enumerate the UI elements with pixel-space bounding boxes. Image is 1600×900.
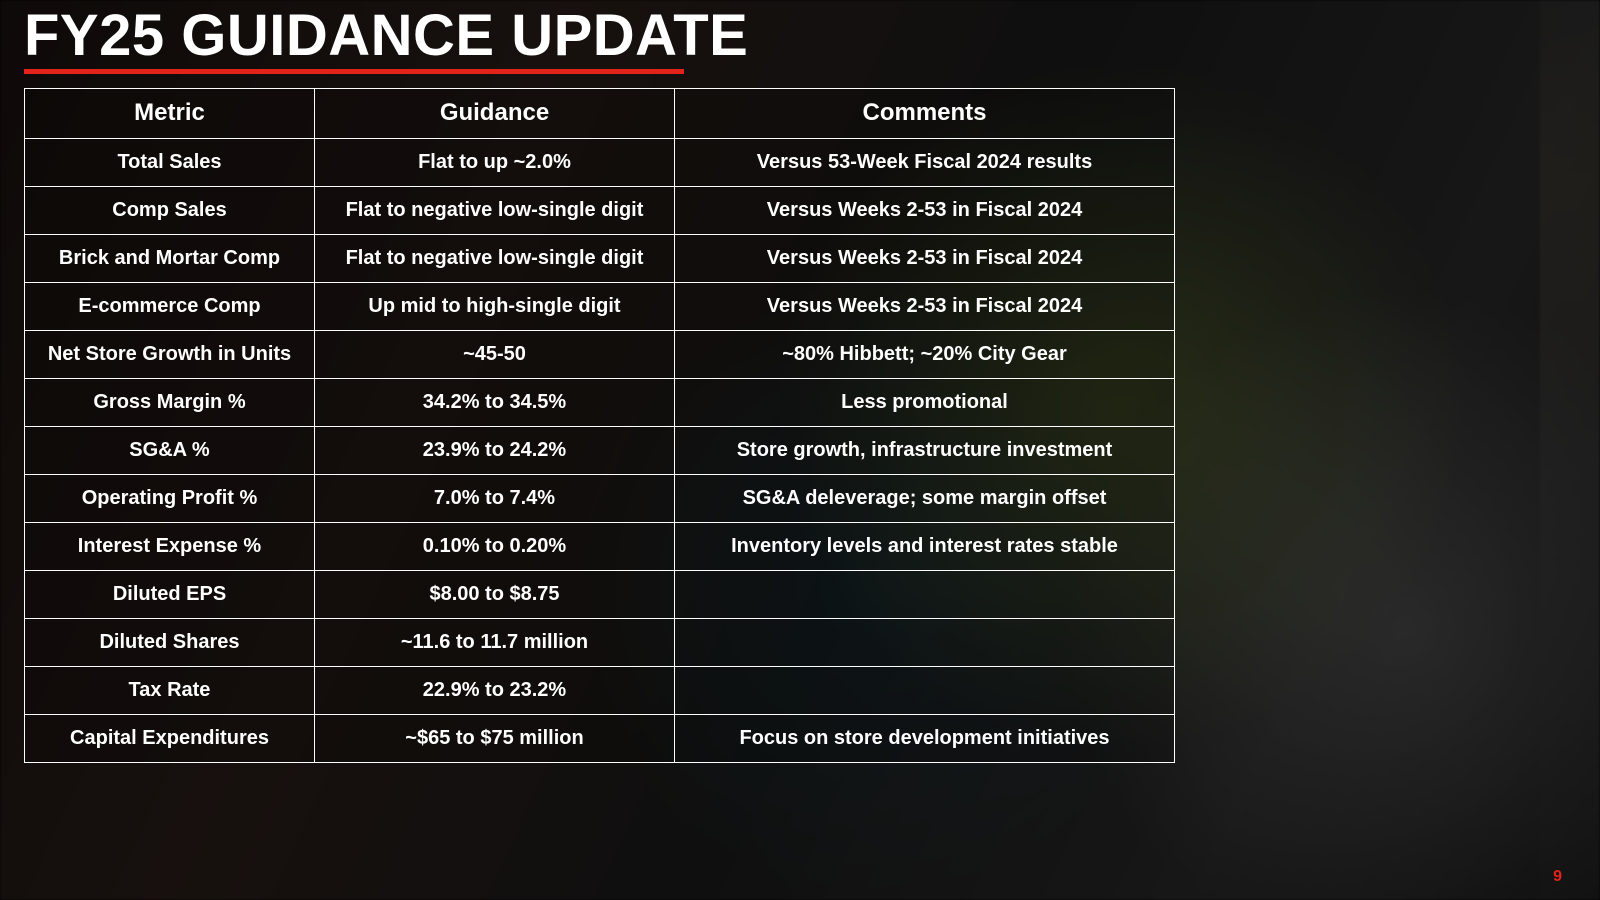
slide: FY25 GUIDANCE UPDATE Metric Guidance Com… [0, 0, 1600, 900]
cell-guidance: Flat to up ~2.0% [315, 138, 675, 186]
table-row: Diluted EPS$8.00 to $8.75 [25, 570, 1175, 618]
cell-metric: E-commerce Comp [25, 282, 315, 330]
cell-comments: ~80% Hibbett; ~20% City Gear [675, 330, 1175, 378]
cell-comments: Inventory levels and interest rates stab… [675, 522, 1175, 570]
table-row: SG&A %23.9% to 24.2%Store growth, infras… [25, 426, 1175, 474]
table-row: E-commerce CompUp mid to high-single dig… [25, 282, 1175, 330]
cell-guidance: 7.0% to 7.4% [315, 474, 675, 522]
table-row: Gross Margin %34.2% to 34.5%Less promoti… [25, 378, 1175, 426]
cell-comments: Versus Weeks 2-53 in Fiscal 2024 [675, 234, 1175, 282]
cell-guidance: ~45-50 [315, 330, 675, 378]
cell-comments: Less promotional [675, 378, 1175, 426]
table-body: Total SalesFlat to up ~2.0%Versus 53-Wee… [25, 138, 1175, 762]
cell-metric: Comp Sales [25, 186, 315, 234]
cell-metric: SG&A % [25, 426, 315, 474]
table-row: Operating Profit %7.0% to 7.4%SG&A delev… [25, 474, 1175, 522]
cell-guidance: 22.9% to 23.2% [315, 666, 675, 714]
cell-metric: Total Sales [25, 138, 315, 186]
cell-metric: Gross Margin % [25, 378, 315, 426]
cell-metric: Operating Profit % [25, 474, 315, 522]
table-row: Interest Expense %0.10% to 0.20%Inventor… [25, 522, 1175, 570]
cell-guidance: 23.9% to 24.2% [315, 426, 675, 474]
col-header-metric: Metric [25, 88, 315, 138]
table-row: Comp SalesFlat to negative low-single di… [25, 186, 1175, 234]
cell-guidance: Flat to negative low-single digit [315, 234, 675, 282]
cell-guidance: $8.00 to $8.75 [315, 570, 675, 618]
cell-metric: Diluted EPS [25, 570, 315, 618]
cell-comments: Versus 53-Week Fiscal 2024 results [675, 138, 1175, 186]
cell-guidance: 0.10% to 0.20% [315, 522, 675, 570]
table-row: Tax Rate22.9% to 23.2% [25, 666, 1175, 714]
cell-metric: Capital Expenditures [25, 714, 315, 762]
table-header-row: Metric Guidance Comments [25, 88, 1175, 138]
cell-metric: Net Store Growth in Units [25, 330, 315, 378]
title-underline [24, 69, 684, 74]
table-row: Capital Expenditures~$65 to $75 millionF… [25, 714, 1175, 762]
cell-guidance: Flat to negative low-single digit [315, 186, 675, 234]
table-row: Brick and Mortar CompFlat to negative lo… [25, 234, 1175, 282]
guidance-table: Metric Guidance Comments Total SalesFlat… [24, 88, 1175, 763]
table-row: Net Store Growth in Units~45-50~80% Hibb… [25, 330, 1175, 378]
cell-comments: Store growth, infrastructure investment [675, 426, 1175, 474]
cell-comments: Versus Weeks 2-53 in Fiscal 2024 [675, 282, 1175, 330]
cell-comments: Versus Weeks 2-53 in Fiscal 2024 [675, 186, 1175, 234]
cell-guidance: Up mid to high-single digit [315, 282, 675, 330]
page-title: FY25 GUIDANCE UPDATE [24, 6, 1576, 67]
cell-comments [675, 666, 1175, 714]
cell-metric: Diluted Shares [25, 618, 315, 666]
cell-guidance: ~$65 to $75 million [315, 714, 675, 762]
cell-comments [675, 618, 1175, 666]
col-header-guidance: Guidance [315, 88, 675, 138]
cell-guidance: 34.2% to 34.5% [315, 378, 675, 426]
cell-metric: Tax Rate [25, 666, 315, 714]
page-number: 9 [1553, 868, 1562, 886]
cell-comments [675, 570, 1175, 618]
table-header: Metric Guidance Comments [25, 88, 1175, 138]
cell-guidance: ~11.6 to 11.7 million [315, 618, 675, 666]
cell-metric: Interest Expense % [25, 522, 315, 570]
col-header-comments: Comments [675, 88, 1175, 138]
table-row: Total SalesFlat to up ~2.0%Versus 53-Wee… [25, 138, 1175, 186]
cell-metric: Brick and Mortar Comp [25, 234, 315, 282]
table-row: Diluted Shares~11.6 to 11.7 million [25, 618, 1175, 666]
title-block: FY25 GUIDANCE UPDATE [24, 0, 1576, 74]
cell-comments: SG&A deleverage; some margin offset [675, 474, 1175, 522]
cell-comments: Focus on store development initiatives [675, 714, 1175, 762]
